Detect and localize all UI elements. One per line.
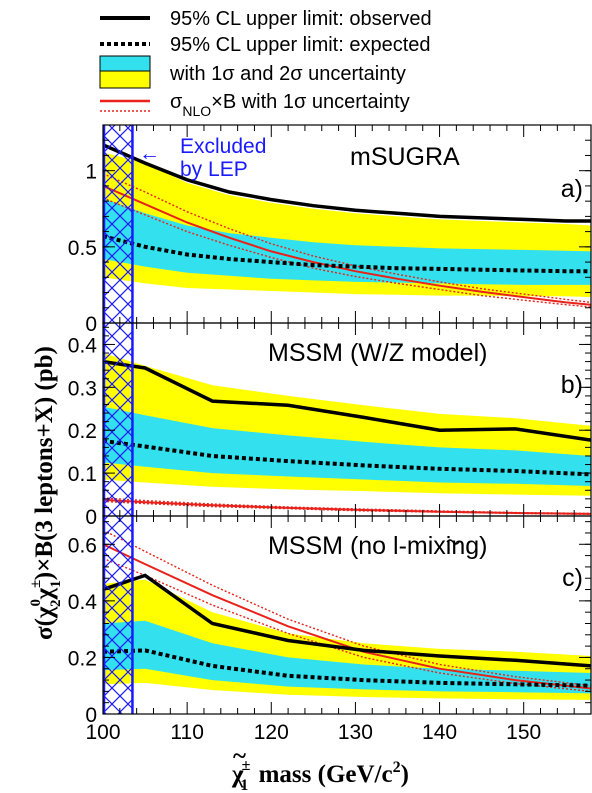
legend-theory-sigma: σ (170, 91, 183, 113)
panel-b-expected-line (103, 438, 591, 477)
panel-a-ytick-label-0: 0 (85, 313, 97, 336)
panel-b-lep-hatch (103, 323, 133, 516)
x-title-tilde: ~ (233, 743, 246, 770)
lep-annotation: ← Excluded by LEP (139, 135, 266, 181)
lep-text-line2: by LEP (180, 158, 248, 181)
panel-a: 0 0.5 1 a) mSUGRA (68, 124, 592, 336)
panel-b-theory-high-line (103, 497, 591, 515)
x-title-rest: mass (GeV/c (252, 761, 392, 788)
legend-theory-sub: NLO (182, 103, 211, 119)
panel-b-ytick-label-2: 0.2 (68, 420, 97, 443)
legend-bands-label: with 1σ and 2σ uncertainty (169, 63, 406, 85)
panel-c-tilde-accent (446, 539, 460, 545)
y-title-b: )×B(3 leptons+X) (pb) (31, 346, 58, 580)
panel-c-ytick-label-1: 0.2 (68, 647, 97, 670)
panel-b-ytick-label-4: 0.4 (68, 334, 98, 357)
panel-b-ytick-label-1: 0.1 (68, 463, 97, 486)
y-title-sup0: 0 (28, 599, 44, 607)
panels: 0 0.5 1 a) mSUGRA 0 0.1 0.2 0.3 0.4 b) MSSM (W/Z mo… (68, 124, 592, 744)
x-title-sup: ± (242, 757, 251, 774)
panel-a-expected-line (103, 234, 591, 274)
legend-theory-rest: ×B with 1σ uncertainty (211, 91, 410, 113)
y-title-supPM: ± (28, 580, 44, 588)
panel-a-tag: a) (561, 175, 583, 203)
panel-b-ytick-label-3: 0.3 (68, 377, 97, 400)
y-title-sub1: 1 (48, 580, 64, 588)
panel-c-ytick-label-0: 0 (85, 704, 97, 727)
panel-c-theory-line (103, 543, 591, 690)
panel-a-theory-line (103, 184, 591, 306)
panel-b-observed-line (103, 359, 591, 442)
panel-c-frame (102, 515, 592, 715)
panel-a-ytick-label-2: 1 (85, 161, 97, 184)
legend: 95% CL upper limit: observed 95% CL uppe… (99, 8, 432, 119)
x-tick-label-2: 120 (254, 721, 289, 744)
panel-c-expected-line (103, 648, 591, 688)
panel-c-theory-high-line (103, 529, 591, 687)
panel-a-observed-line (103, 143, 591, 223)
panel-c: 0 0.2 0.4 0.6 100 110 120 130 140 150 c) MSSM (no l… (68, 515, 592, 744)
legend-observed-label: 95% CL upper limit: observed (170, 8, 432, 30)
panel-b-theory-line (103, 498, 591, 515)
panel-b-plot-area (103, 323, 591, 516)
x-tick-label-1: 110 (170, 721, 203, 744)
panel-c-ytick-label-2: 0.4 (68, 591, 98, 614)
x-title-sym: χ (231, 761, 244, 788)
x-title-pow: 2 (393, 759, 401, 776)
panel-c-lep-hatch (103, 516, 133, 714)
panel-a-band1 (103, 198, 591, 285)
panel-c-tag: c) (562, 564, 583, 592)
legend-band1-swatch (99, 55, 151, 72)
y-title-chi: χ (31, 606, 58, 619)
panel-b-ytick-label-0: 0 (85, 506, 97, 529)
panel-c-observed-line (103, 573, 591, 668)
legend-expected-label: 95% CL upper limit: expected (170, 34, 431, 56)
panel-c-plot-area (103, 516, 591, 714)
panel-a-theory-low-line (103, 197, 591, 308)
y-axis-title: σ(χ0 2χ± 1)×B(3 leptons+X) (pb) (28, 346, 64, 640)
y-title-a: σ( (31, 618, 58, 640)
panel-b-band1 (103, 406, 591, 486)
lep-arrow: ← (139, 142, 160, 165)
panel-a-ytick-label-1: 0.5 (68, 237, 97, 260)
x-axis-title: χ± 1 mass (GeV/c2) (231, 757, 409, 793)
x-tick-label-5: 150 (506, 721, 541, 744)
y-title-sub2: 2 (48, 600, 64, 608)
y-title-chi2: χ (31, 588, 58, 601)
x-title-sub: 1 (240, 777, 248, 793)
lep-text-line1: Excluded (180, 135, 266, 158)
panel-b-tag: b) (561, 371, 583, 399)
panel-a-title: mSUGRA (350, 143, 460, 171)
panel-c-band1 (103, 620, 591, 694)
x-tick-label-4: 140 (422, 721, 457, 744)
panel-a-plot-area (103, 125, 591, 323)
panel-b-title: MSSM (W/Z model) (268, 339, 487, 367)
legend-theory-label: σNLO×B with 1σ uncertainty (170, 91, 410, 119)
panel-c-theory-low-line (103, 557, 591, 693)
x-tick-label-3: 130 (338, 721, 373, 744)
panel-c-title: MSSM (no l-mixing) (268, 532, 487, 560)
panel-b: 0 0.1 0.2 0.3 0.4 b) MSSM (W/Z model) (68, 322, 592, 529)
panel-c-ytick-label-3: 0.6 (68, 534, 97, 557)
x-tick-label-0: 100 (85, 721, 120, 744)
panel-b-theory-low-line (103, 500, 591, 515)
panel-a-lep-hatch (103, 125, 133, 323)
x-title-close: ) (401, 761, 409, 788)
